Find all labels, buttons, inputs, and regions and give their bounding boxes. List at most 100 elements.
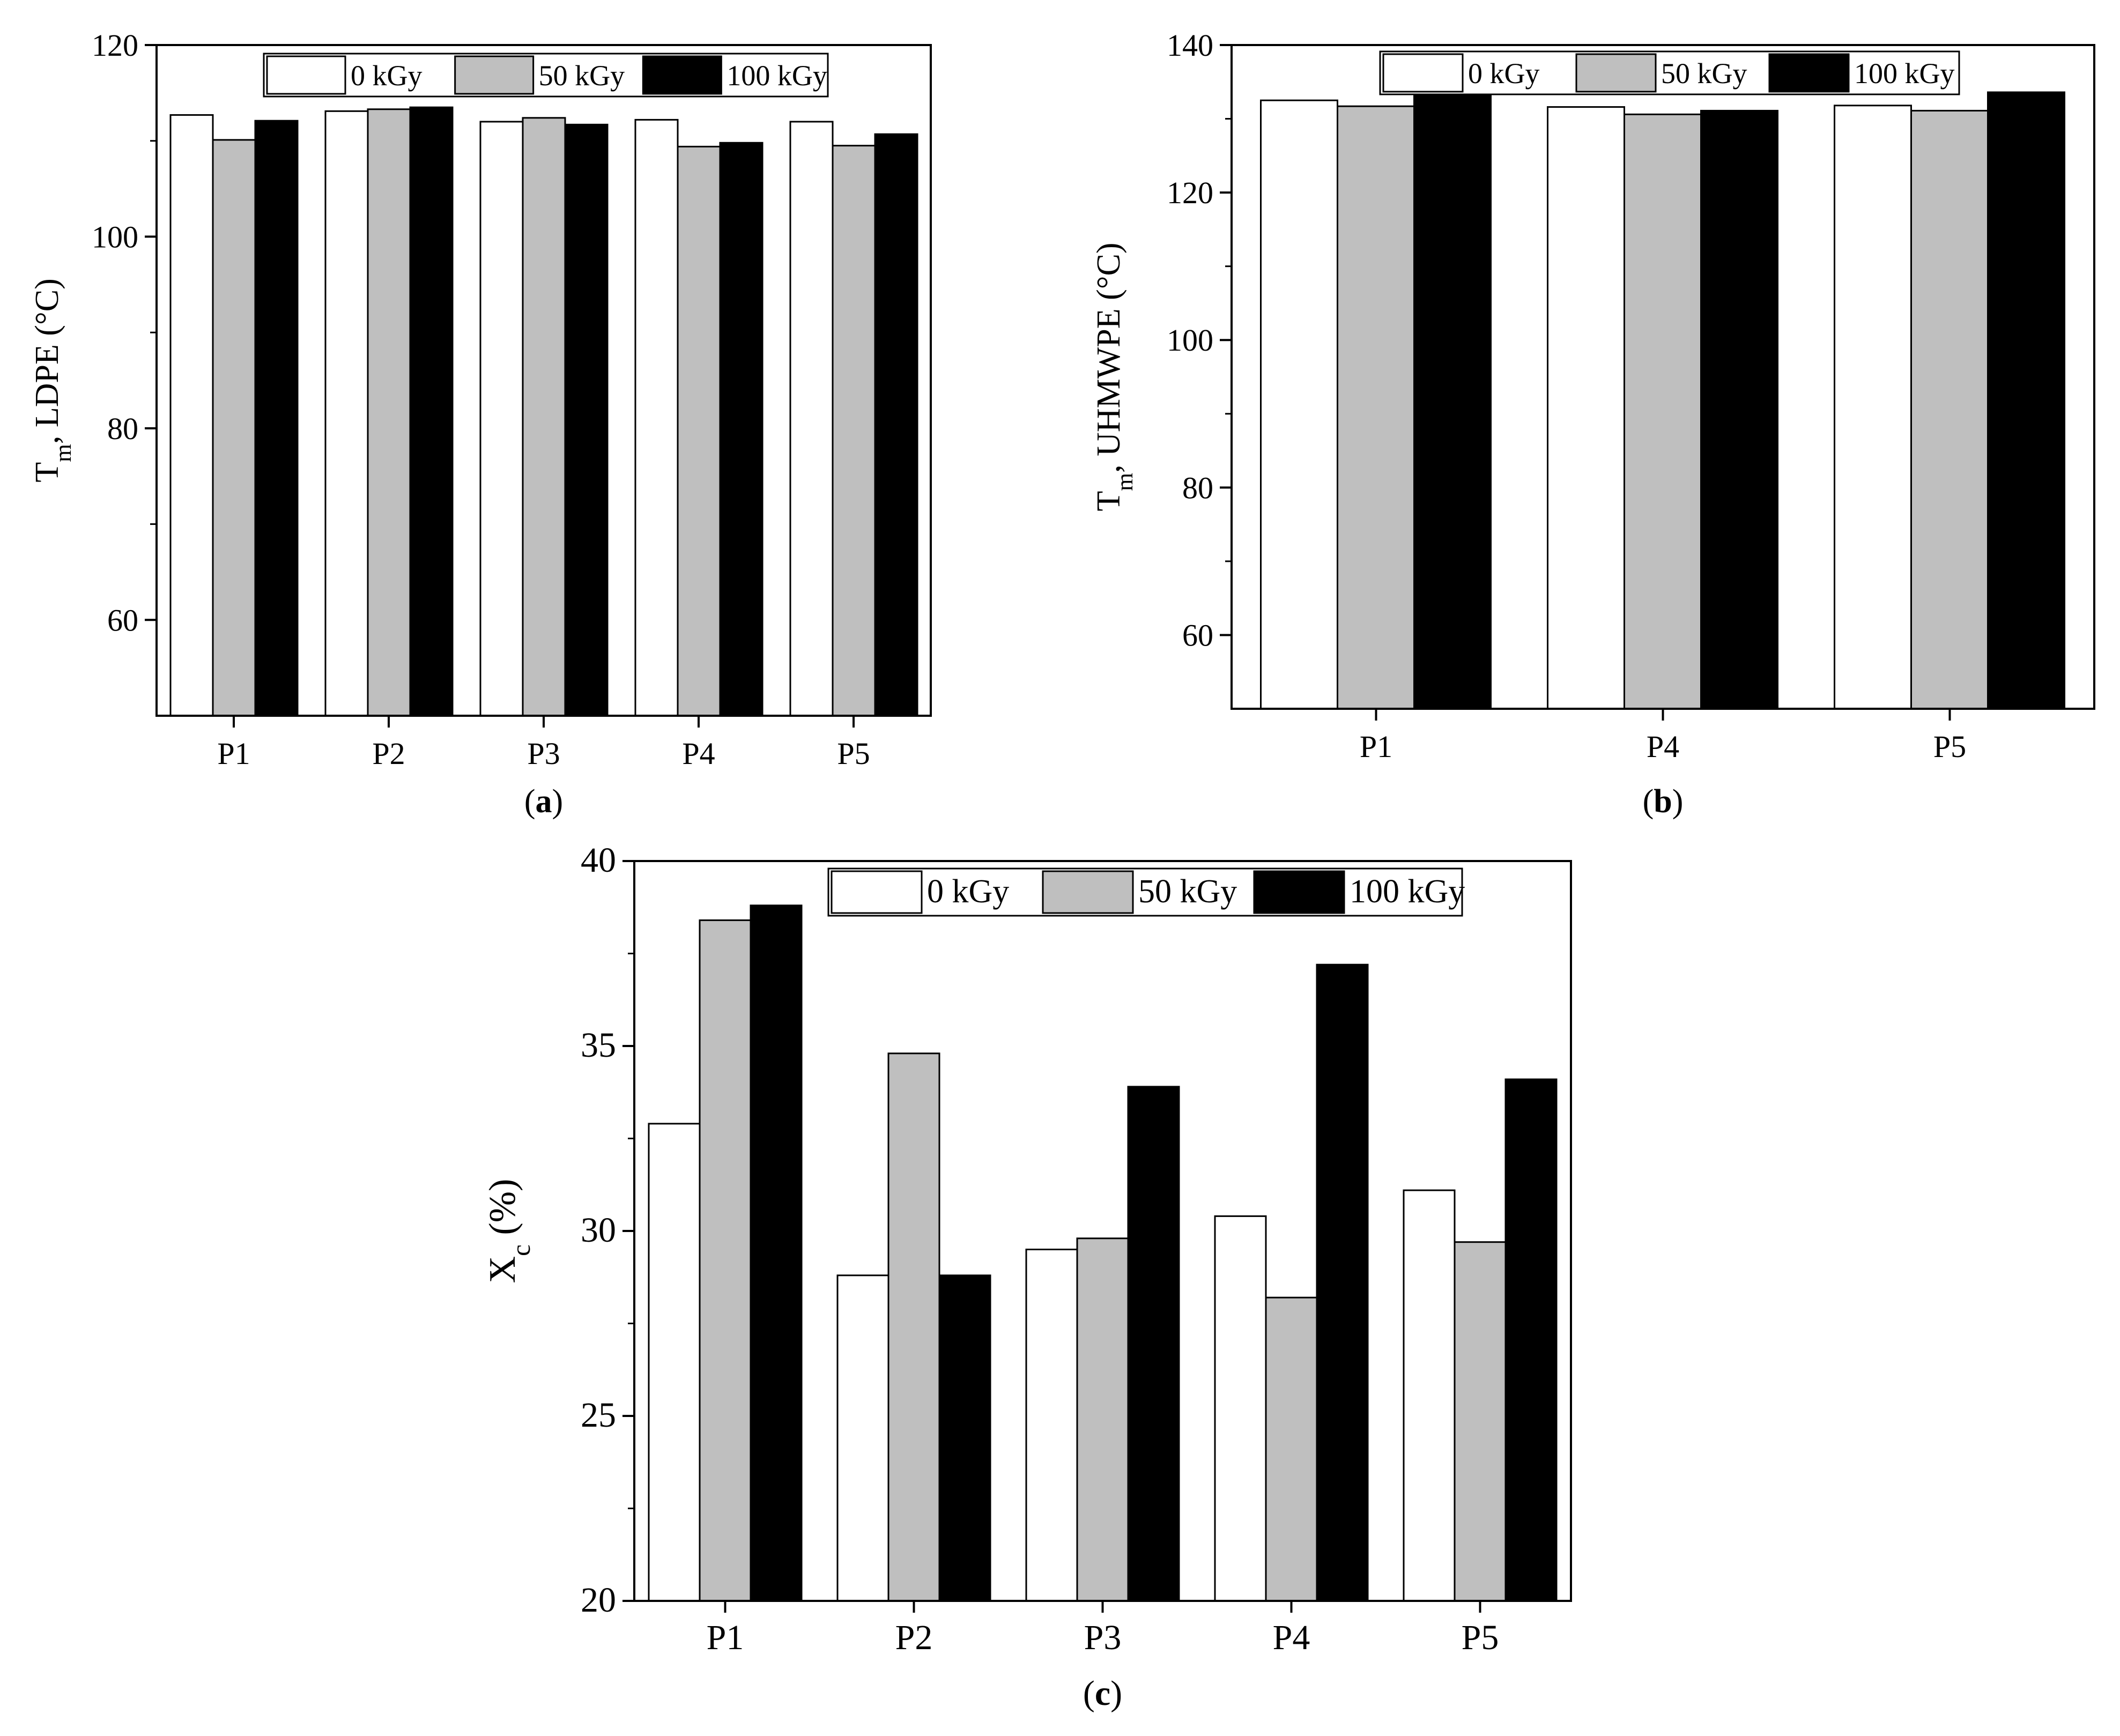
panel-label: (a) <box>524 783 563 820</box>
legend-swatch-0kGy <box>1382 53 1464 93</box>
bar-P2-100kGy <box>409 106 454 717</box>
bar-P1-0kGy <box>169 114 214 717</box>
legend-label: 0 kGy <box>1468 57 1540 90</box>
bar-P4-0kGy <box>1547 106 1625 710</box>
bar-P5-100kGy <box>1504 1078 1558 1602</box>
y-tick-label: 25 <box>581 1396 616 1435</box>
y-axis-title-sub: c <box>506 1244 536 1256</box>
bar-P1-100kGy <box>254 120 299 717</box>
y-tick-label: 60 <box>107 603 138 637</box>
bar-P3-50kGy <box>522 117 566 717</box>
bar-P4-50kGy <box>1265 1296 1318 1602</box>
panel-label-close: ) <box>552 783 564 820</box>
legend-swatch-100kGy <box>642 55 722 95</box>
chart-panel-1: 60 80 100 120 P1 P2 P3 P4 P5 Tm, LDPE (°C) 0 kGy 50… <box>29 28 932 820</box>
bar-P5-0kGy <box>789 121 834 717</box>
panel-label-open: ( <box>1083 1674 1095 1713</box>
bar-P4-100kGy <box>1316 963 1369 1602</box>
bar-P2-50kGy <box>887 1052 940 1602</box>
y-axis-title-sub: m <box>1112 473 1138 491</box>
x-tick-label: P4 <box>1647 729 1679 764</box>
x-tick-label: P2 <box>895 1618 933 1657</box>
legend-frame <box>1379 50 1960 95</box>
legend-label: 0 kGy <box>927 873 1009 910</box>
bar-P1-100kGy <box>750 904 803 1602</box>
bar-P3-100kGy <box>564 123 609 717</box>
legend-label: 50 kGy <box>1661 57 1747 90</box>
bar-P5-0kGy <box>1403 1189 1456 1602</box>
bar-P2-100kGy <box>938 1274 991 1602</box>
legend-frame <box>827 867 1463 917</box>
bar-P4-50kGy <box>1624 113 1702 710</box>
y-tick-label: 100 <box>1167 323 1213 358</box>
x-tick-label: P4 <box>682 736 715 771</box>
x-tick-label: P5 <box>1462 1618 1499 1657</box>
y-axis-title-rest: (%) <box>482 1179 523 1244</box>
legend: 0 kGy 50 kGy 100 kGy <box>263 53 829 98</box>
legend-frame <box>263 53 829 98</box>
y-axis-title-main: T <box>29 462 65 483</box>
x-tick-label: P3 <box>1084 1618 1122 1657</box>
y-tick-label: 35 <box>581 1026 616 1065</box>
y-tick-label: 40 <box>581 841 616 880</box>
bar-P3-50kGy <box>1076 1237 1129 1602</box>
y-tick-label: 140 <box>1167 28 1213 63</box>
legend-label: 100 kGy <box>1854 57 1955 90</box>
y-tick-label: 60 <box>1182 618 1213 652</box>
legend-label: 100 kGy <box>727 60 827 92</box>
bar-P4-100kGy <box>719 142 764 717</box>
legend-swatch-50kGy <box>1575 53 1657 93</box>
bar-P1-50kGy <box>699 919 752 1602</box>
bar-P1-50kGy <box>212 139 256 717</box>
legend-label: 0 kGy <box>351 60 422 92</box>
panel-label: (b) <box>1643 783 1684 820</box>
x-tick-label: P4 <box>1273 1618 1310 1657</box>
y-axis-title: Xc (%) <box>482 1179 536 1284</box>
x-tick-label: P2 <box>372 736 405 771</box>
y-axis-title-sub: m <box>50 444 76 462</box>
panel-label-close: ) <box>1110 1674 1122 1713</box>
bar-P5-50kGy <box>832 145 876 717</box>
bar-P2-0kGy <box>836 1274 889 1602</box>
bar-P5-50kGy <box>1910 109 1989 710</box>
legend-swatch-0kGy <box>831 870 923 914</box>
legend-label: 100 kGy <box>1350 873 1465 910</box>
bar-P1-100kGy <box>1413 94 1492 710</box>
panel-label-letter: a <box>536 783 552 820</box>
bar-P5-100kGy <box>1987 91 2065 710</box>
y-axis-title-main: T <box>1091 491 1127 511</box>
legend-swatch-0kGy <box>266 55 346 95</box>
y-tick-label: 30 <box>581 1211 616 1250</box>
panel-label-letter: c <box>1095 1674 1110 1713</box>
y-tick-label: 120 <box>1167 175 1213 210</box>
bar-P5-100kGy <box>874 133 918 717</box>
legend-swatch-50kGy <box>1042 870 1134 914</box>
y-tick-label: 80 <box>107 411 138 446</box>
y-axis-title: Tm, LDPE (°C) <box>29 278 76 483</box>
bar-P1-0kGy <box>1260 99 1338 710</box>
chart-panel-2: 60 80 100 120 140 P1 P4 P5 Tm, UHMWPE (°C) 0 kGy 5… <box>1091 28 2095 820</box>
bar-P1-50kGy <box>1337 105 1415 710</box>
x-tick-label: P1 <box>217 736 250 771</box>
bar-P4-100kGy <box>1700 109 1778 710</box>
bar-P1-0kGy <box>648 1123 701 1602</box>
bar-P4-0kGy <box>634 118 679 717</box>
legend-swatch-100kGy <box>1253 870 1345 914</box>
panel-label-letter: b <box>1654 783 1672 820</box>
panel-label: (c) <box>1083 1674 1122 1713</box>
panel-label-open: ( <box>524 783 536 820</box>
legend: 0 kGy 50 kGy 100 kGy <box>1379 50 1960 95</box>
bar-P5-50kGy <box>1454 1241 1507 1602</box>
y-tick-label: 120 <box>92 28 138 63</box>
bar-P3-0kGy <box>479 121 524 717</box>
y-axis-title-rest: , UHMWPE (°C) <box>1091 242 1127 473</box>
legend-swatch-100kGy <box>1768 53 1850 93</box>
y-axis-title: Tm, UHMWPE (°C) <box>1091 242 1138 511</box>
x-tick-label: P5 <box>1933 729 1966 764</box>
y-axis-title-main: X <box>482 1256 523 1284</box>
bar-P2-0kGy <box>324 110 369 717</box>
panel-label-close: ) <box>1672 783 1684 820</box>
bar-P2-50kGy <box>367 108 411 717</box>
bar-P5-0kGy <box>1834 105 1912 710</box>
